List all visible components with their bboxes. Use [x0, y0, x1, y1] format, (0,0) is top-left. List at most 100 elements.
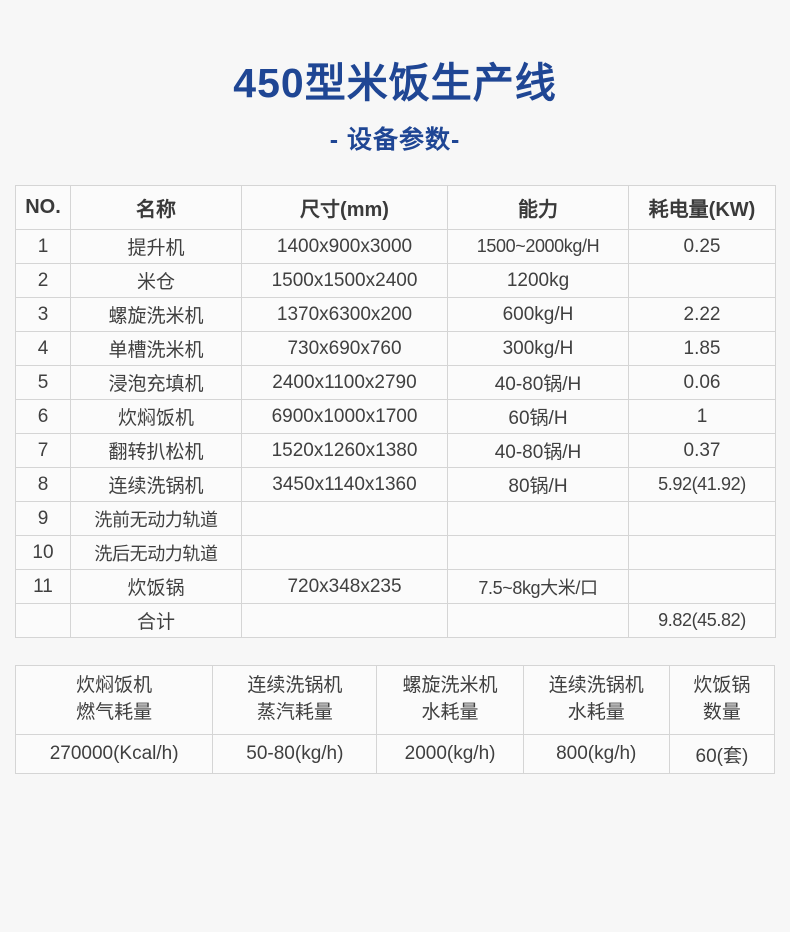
cell-size	[241, 501, 448, 537]
consumption-header-gas: 炊焖饭机 燃气耗量	[14, 665, 214, 736]
header-line-1: 连续洗锅机	[548, 675, 644, 697]
consumption-table: 炊焖饭机 燃气耗量 连续洗锅机 蒸汽耗量 螺旋洗米机 水耗量 连续洗锅机 水耗量	[14, 665, 776, 775]
consumption-value-gas: 270000(Kcal/h)	[14, 734, 214, 775]
header-line-1: 螺旋洗米机	[402, 675, 498, 697]
cell-capacity: 40-80锅/H	[447, 365, 629, 401]
cell-capacity: 600kg/H	[447, 297, 629, 333]
cell-total-label: 合计	[70, 603, 242, 639]
page-title: 450型米饭生产线	[233, 60, 557, 106]
table-row: 10 洗后无动力轨道	[15, 535, 776, 571]
cell-no: 1	[15, 229, 71, 265]
cell-power	[628, 535, 776, 571]
cell-total-no	[15, 603, 71, 639]
cell-no: 5	[15, 365, 71, 401]
heading-block: 450型米饭生产线 - 设备参数-	[0, 0, 790, 155]
cell-capacity: 80锅/H	[447, 467, 629, 503]
cell-no: 3	[15, 297, 71, 333]
column-header-power: 耗电量(KW)	[628, 185, 776, 231]
cell-size: 3450x1140x1360	[241, 467, 448, 503]
cell-capacity: 1200kg	[447, 263, 629, 299]
table-row: 2 米仓 1500x1500x2400 1200kg	[15, 263, 776, 299]
cell-size: 1500x1500x2400	[241, 263, 448, 299]
cell-name: 炊焖饭机	[70, 399, 242, 435]
cell-size: 2400x1100x2790	[241, 365, 448, 401]
spec-table: NO. 名称 尺寸(mm) 能力 耗电量(KW) 1 提升机 1400x900x…	[15, 185, 776, 639]
cell-capacity	[447, 501, 629, 537]
cell-no: 11	[15, 569, 71, 605]
consumption-header-water-potwasher: 连续洗锅机 水耗量	[522, 665, 670, 736]
consumption-value-steam: 50-80(kg/h)	[212, 734, 378, 775]
column-header-name: 名称	[70, 185, 242, 231]
consumption-table-wrap: 炊焖饭机 燃气耗量 连续洗锅机 蒸汽耗量 螺旋洗米机 水耗量 连续洗锅机 水耗量	[0, 665, 790, 775]
cell-capacity: 7.5~8kg大米/口	[447, 569, 629, 605]
cell-size: 1400x900x3000	[241, 229, 448, 265]
cell-size: 6900x1000x1700	[241, 399, 448, 435]
consumption-header-steam: 连续洗锅机 蒸汽耗量	[212, 665, 378, 736]
column-header-no: NO.	[15, 185, 71, 231]
consumption-value-row: 270000(Kcal/h) 50-80(kg/h) 2000(kg/h) 80…	[14, 734, 776, 775]
cell-size: 1370x6300x200	[241, 297, 448, 333]
consumption-header-pot-count: 炊饭锅 数量	[668, 665, 776, 736]
cell-power	[628, 501, 776, 537]
cell-name: 提升机	[70, 229, 242, 265]
table-row: 4 单槽洗米机 730x690x760 300kg/H 1.85	[15, 331, 776, 367]
cell-size: 1520x1260x1380	[241, 433, 448, 469]
cell-capacity	[447, 535, 629, 571]
spec-table-wrap: NO. 名称 尺寸(mm) 能力 耗电量(KW) 1 提升机 1400x900x…	[0, 185, 790, 639]
cell-power: 0.06	[628, 365, 776, 401]
cell-no: 9	[15, 501, 71, 537]
header-line-2: 蒸汽耗量	[256, 702, 333, 724]
consumption-table-head: 炊焖饭机 燃气耗量 连续洗锅机 蒸汽耗量 螺旋洗米机 水耗量 连续洗锅机 水耗量	[14, 665, 776, 736]
cell-power	[628, 263, 776, 299]
cell-name: 螺旋洗米机	[70, 297, 242, 333]
consumption-header-water-washer: 螺旋洗米机 水耗量	[376, 665, 524, 736]
cell-power: 5.92(41.92)	[628, 467, 776, 503]
cell-no: 2	[15, 263, 71, 299]
cell-total-size	[241, 603, 448, 639]
cell-name: 单槽洗米机	[70, 331, 242, 367]
cell-size: 720x348x235	[241, 569, 448, 605]
header-line-1: 炊焖饭机	[76, 675, 153, 697]
cell-capacity: 1500~2000kg/H	[447, 229, 629, 265]
table-row: 6 炊焖饭机 6900x1000x1700 60锅/H 1	[15, 399, 776, 435]
column-header-size: 尺寸(mm)	[241, 185, 448, 231]
cell-power: 0.37	[628, 433, 776, 469]
column-header-capacity: 能力	[447, 185, 629, 231]
consumption-value-water-washer: 2000(kg/h)	[376, 734, 524, 775]
table-row: 9 洗前无动力轨道	[15, 501, 776, 537]
consumption-header-row: 炊焖饭机 燃气耗量 连续洗锅机 蒸汽耗量 螺旋洗米机 水耗量 连续洗锅机 水耗量	[14, 665, 776, 736]
cell-name: 洗后无动力轨道	[70, 535, 242, 571]
cell-power	[628, 569, 776, 605]
cell-name: 翻转扒松机	[70, 433, 242, 469]
header-line-2: 数量	[702, 702, 741, 724]
cell-power: 2.22	[628, 297, 776, 333]
header-line-2: 水耗量	[421, 702, 479, 724]
header-line-2: 燃气耗量	[76, 702, 153, 724]
cell-name: 炊饭锅	[70, 569, 242, 605]
page-subtitle: - 设备参数-	[329, 126, 461, 155]
header-line-2: 水耗量	[567, 702, 625, 724]
cell-name: 浸泡充填机	[70, 365, 242, 401]
spec-table-header-row: NO. 名称 尺寸(mm) 能力 耗电量(KW)	[15, 185, 776, 231]
consumption-value-pot-count: 60(套)	[668, 734, 776, 775]
cell-no: 6	[15, 399, 71, 435]
cell-capacity: 60锅/H	[447, 399, 629, 435]
spec-table-body: 1 提升机 1400x900x3000 1500~2000kg/H 0.25 2…	[15, 229, 776, 639]
consumption-value-water-potwasher: 800(kg/h)	[522, 734, 670, 775]
cell-no: 8	[15, 467, 71, 503]
table-total-row: 合计 9.82(45.82)	[15, 603, 776, 639]
cell-capacity: 40-80锅/H	[447, 433, 629, 469]
cell-power: 0.25	[628, 229, 776, 265]
cell-total-capacity	[447, 603, 629, 639]
table-row: 1 提升机 1400x900x3000 1500~2000kg/H 0.25	[15, 229, 776, 265]
table-row: 8 连续洗锅机 3450x1140x1360 80锅/H 5.92(41.92)	[15, 467, 776, 503]
cell-no: 7	[15, 433, 71, 469]
cell-power: 1	[628, 399, 776, 435]
table-row: 7 翻转扒松机 1520x1260x1380 40-80锅/H 0.37	[15, 433, 776, 469]
cell-name: 连续洗锅机	[70, 467, 242, 503]
cell-name: 米仓	[70, 263, 242, 299]
table-gap-spacer	[0, 638, 790, 665]
cell-capacity: 300kg/H	[447, 331, 629, 367]
cell-name: 洗前无动力轨道	[70, 501, 242, 537]
